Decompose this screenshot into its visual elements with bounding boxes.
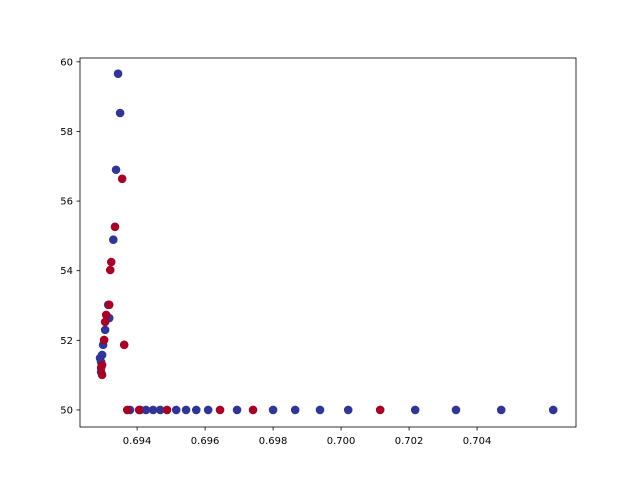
point [155, 405, 165, 415]
point [113, 69, 123, 78]
y-tick-label: 50 [60, 405, 73, 416]
point [115, 108, 125, 118]
point [141, 405, 151, 415]
point [134, 405, 144, 415]
point [104, 300, 114, 310]
y-tick-label: 52 [60, 336, 73, 347]
point [171, 405, 181, 415]
point [315, 405, 325, 415]
y-tick-label: 56 [60, 197, 73, 208]
point [496, 405, 506, 415]
point [451, 405, 461, 415]
x-tick-label: 0.694 [123, 436, 152, 447]
y-tick-label: 54 [60, 266, 73, 277]
point [99, 335, 109, 345]
point [343, 405, 353, 415]
point [111, 165, 121, 175]
point [100, 325, 110, 335]
point [162, 405, 172, 415]
x-tick-label: 0.696 [191, 436, 220, 447]
point [105, 265, 115, 275]
point [95, 353, 105, 363]
point [203, 405, 213, 415]
point [101, 310, 111, 320]
point [109, 235, 118, 245]
point [106, 257, 116, 267]
point [375, 405, 385, 415]
y-tick-label: 60 [60, 57, 73, 68]
point [268, 405, 278, 415]
x-tick-label: 0.704 [463, 436, 492, 447]
point [215, 405, 225, 415]
axes-frame [79, 57, 577, 428]
point [110, 222, 120, 232]
point [119, 340, 129, 350]
point [410, 405, 420, 415]
point [148, 405, 158, 415]
point [122, 405, 132, 415]
point [117, 174, 127, 184]
point [248, 405, 258, 415]
point [232, 405, 242, 415]
point [96, 363, 106, 373]
point [97, 370, 107, 380]
x-tick-label: 0.698 [259, 436, 288, 447]
point [290, 405, 300, 415]
point [191, 405, 201, 415]
x-tick-label: 0.700 [327, 436, 356, 447]
y-tick-label: 58 [60, 127, 73, 138]
x-tick-label: 0.702 [395, 436, 424, 447]
point [181, 405, 191, 415]
point [100, 317, 110, 327]
point [548, 405, 558, 415]
